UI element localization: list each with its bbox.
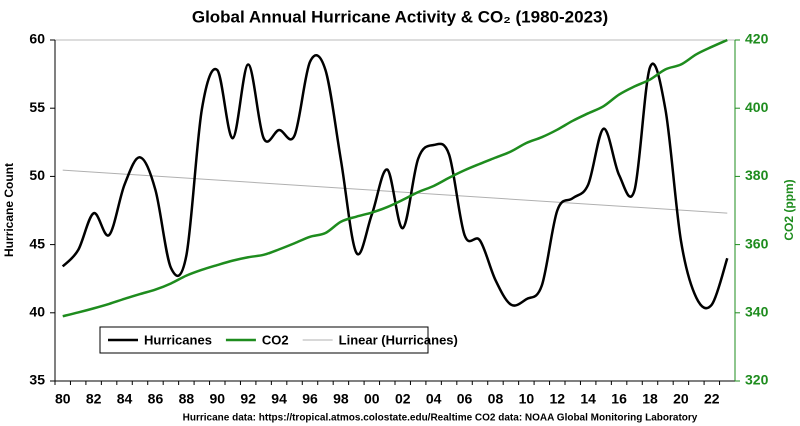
y-tick-label: 40 (29, 304, 45, 320)
legend-label: Hurricanes (144, 332, 212, 347)
x-tick-label: 18 (642, 391, 658, 407)
y-tick-label: 35 (29, 372, 45, 388)
series-line (61, 54, 729, 310)
y-tick-label: 45 (29, 235, 45, 251)
y2-tick-label: 320 (745, 372, 769, 388)
x-tick-label: 82 (86, 391, 102, 407)
y2-tick-label: 380 (745, 167, 769, 183)
y2-tick-label: 400 (745, 99, 769, 115)
y2-tick-label: 340 (745, 304, 769, 320)
x-tick-label: 86 (148, 391, 164, 407)
x-tick-label: 20 (673, 391, 689, 407)
y2-axis-label: CO2 (ppm) (782, 179, 796, 240)
x-tick-label: 08 (488, 391, 504, 407)
legend-box (99, 326, 429, 354)
y-tick-label: 60 (29, 31, 45, 47)
x-tick-label: 96 (302, 391, 318, 407)
x-tick-label: 92 (240, 391, 256, 407)
trend-line (62, 169, 728, 214)
chart-title: Global Annual Hurricane Activity & CO₂ (… (192, 7, 608, 26)
x-tick-label: 94 (271, 391, 287, 407)
x-tick-label: 22 (704, 391, 720, 407)
x-tick-label: 98 (333, 391, 349, 407)
x-tick-label: 80 (55, 391, 71, 407)
y2-tick-label: 420 (745, 31, 769, 47)
x-tick-label: 14 (580, 391, 596, 407)
x-tick-label: 06 (457, 391, 473, 407)
x-tick-label: 16 (611, 391, 627, 407)
x-tick-label: 00 (364, 391, 380, 407)
source-note: Hurricane data: https://tropical.atmos.c… (183, 413, 698, 424)
legend-label: Linear (Hurricanes) (339, 332, 458, 347)
legend-label: CO2 (262, 332, 289, 347)
x-tick-label: 88 (179, 391, 195, 407)
x-tick-label: 04 (426, 391, 442, 407)
y-tick-label: 50 (29, 167, 45, 183)
y2-tick-label: 360 (745, 235, 769, 251)
y-axis-label: Hurricane Count (2, 163, 16, 257)
x-tick-label: 84 (117, 391, 133, 407)
y-tick-label: 55 (29, 99, 45, 115)
series-line (62, 38, 728, 318)
x-tick-label: 12 (549, 391, 565, 407)
x-tick-label: 02 (395, 391, 411, 407)
x-tick-label: 10 (519, 391, 535, 407)
x-tick-label: 90 (209, 391, 225, 407)
